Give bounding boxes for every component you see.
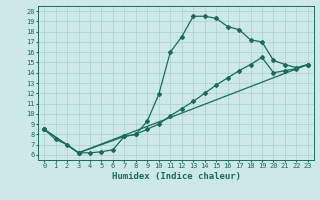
X-axis label: Humidex (Indice chaleur): Humidex (Indice chaleur) [111, 172, 241, 181]
